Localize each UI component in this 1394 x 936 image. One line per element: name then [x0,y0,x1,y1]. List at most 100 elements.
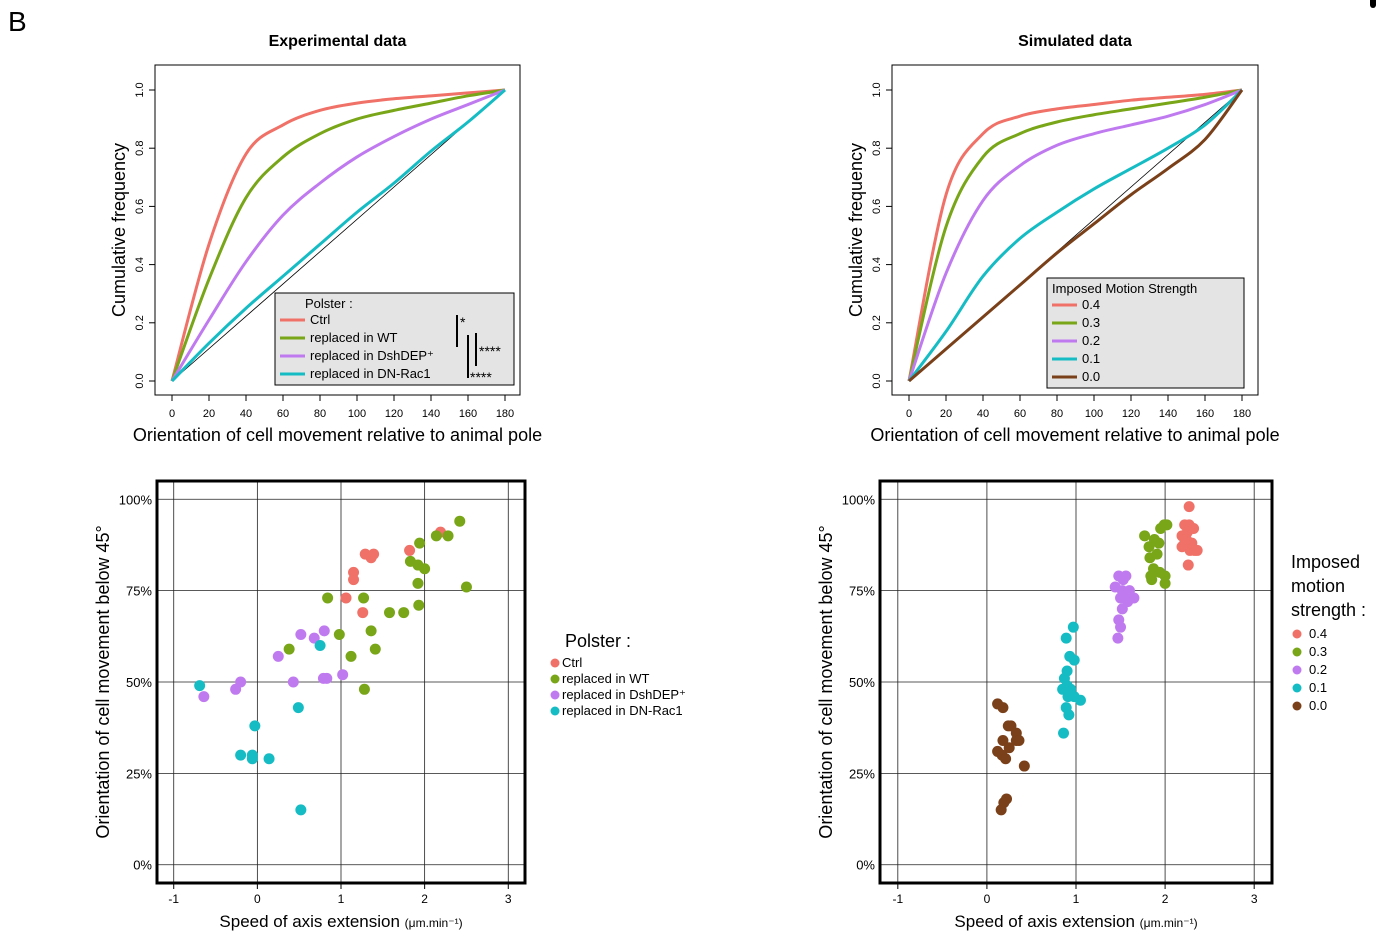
legend-title: Imposed motion strength : [1291,552,1366,620]
y-tick-label: 0.2 [134,315,146,330]
plot-frame [891,64,1259,396]
point-1-19 [283,643,295,655]
point-1-13 [365,625,377,637]
y-tick-label: 0.0 [871,373,883,388]
sig-label-1: * [460,314,466,330]
legend-title-line: strength : [1291,600,1366,620]
x-tick-label: 100 [348,408,366,420]
point-2-10 [198,691,210,703]
legend-swatch-2 [1292,665,1302,675]
y-tick-label: 0.6 [871,199,883,214]
point-1-3 [419,563,431,575]
point-4-15 [995,804,1007,816]
plot-frame [878,479,1274,885]
point-1-16 [322,592,334,604]
sig-label-3: **** [470,369,492,385]
point-0-0 [1183,501,1195,513]
point-1-12 [358,592,370,604]
point-2-12 [1115,621,1127,633]
legend-label-2: replaced in DshDEP⁺ [310,348,434,363]
point-0-12 [1176,541,1188,553]
x-tick-label: 20 [940,408,952,420]
point-2-9 [230,683,242,695]
legend-label-2: 0.2 [1082,333,1100,348]
legend-label-4: 0.0 [1082,369,1100,384]
legend-swatch-1 [1292,647,1302,657]
point-1-17 [333,628,345,640]
legend-swatch-3 [550,706,560,716]
x-tick-label: 0 [906,408,912,420]
point-1-5 [1153,537,1165,549]
legend-label-1: 0.3 [1309,644,1327,659]
sim-scatter-chart: -1 0 1 2 3 0% 25% 50% 75% 100% Speed of axis exten… [816,479,1366,931]
point-3-14 [1058,727,1070,739]
point-3-6 [246,753,258,765]
point-1-15 [345,650,357,662]
y-tick-label: 0.6 [134,199,146,214]
legend-label-1: 0.3 [1082,315,1100,330]
point-3-0 [1067,621,1079,633]
point-3-1 [292,702,304,714]
point-1-6 [1143,541,1155,553]
legend-swatch-0 [550,658,560,668]
legend-label-0: 0.4 [1082,297,1100,312]
y-tick-label: 1.0 [134,82,146,97]
x-tick-label: 140 [422,408,440,420]
point-1-10 [398,607,410,619]
legend-title-line: Imposed [1291,552,1360,572]
point-3-1 [1060,632,1072,644]
plot-frame [154,64,521,396]
point-3-2 [194,680,206,692]
point-1-14 [1159,577,1171,589]
point-2-0 [295,628,307,640]
y-tick-label: 50% [849,675,875,690]
point-0-2 [368,548,380,560]
legend-label-3: 0.1 [1309,680,1327,695]
legend-box [1046,277,1245,389]
panel-letter: B [8,6,27,37]
legend-label-1: replaced in WT [562,671,649,686]
x-tick-label: 140 [1159,408,1177,420]
legend-box [274,292,515,386]
point-0-13 [1191,544,1203,556]
series-line-0 [170,88,506,382]
legend-label-3: replaced in DN-Rac1 [310,366,431,381]
y-tick-label: 1.0 [871,82,883,97]
x-tick-label: 60 [277,408,289,420]
point-3-11 [1068,691,1080,703]
series-line-3 [170,88,506,383]
point-1-8 [1144,552,1156,564]
x-tick-label: 100 [1085,408,1103,420]
legend-swatch-1 [550,674,560,684]
point-2-9 [1118,588,1130,600]
significance-brackets: ********* [456,314,501,385]
legend-label-1: replaced in WT [310,330,397,345]
point-2-7 [337,669,349,681]
y-tick-label: 0% [856,858,875,873]
x-tick-label: -1 [892,892,903,906]
x-axis-label: Orientation of cell movement relative to… [870,425,1279,445]
point-1-13 [1146,574,1158,586]
point-0-7 [404,544,416,556]
legend-label-0: 0.4 [1309,626,1327,641]
x-tick-label: 3 [505,892,512,906]
point-0-6 [357,607,369,619]
point-3-3 [1068,654,1080,666]
point-0-4 [348,574,360,586]
x-axis-label: Speed of axis extension (μm.min⁻¹) [219,912,462,931]
legend-title: Polster : [565,631,631,651]
x-tick-label: 60 [1014,408,1026,420]
legend-swatch-0 [1292,629,1302,639]
point-4-12 [1018,760,1030,772]
point-1-0 [414,537,426,549]
legend-label-3: 0.1 [1082,351,1100,366]
legend-swatch-3 [1292,683,1302,693]
point-0-5 [340,592,352,604]
x-tick-label: -1 [168,892,179,906]
y-tick-label: 0.2 [871,315,883,330]
y-tick-label: 0.4 [871,257,883,272]
point-1-7 [460,581,472,593]
